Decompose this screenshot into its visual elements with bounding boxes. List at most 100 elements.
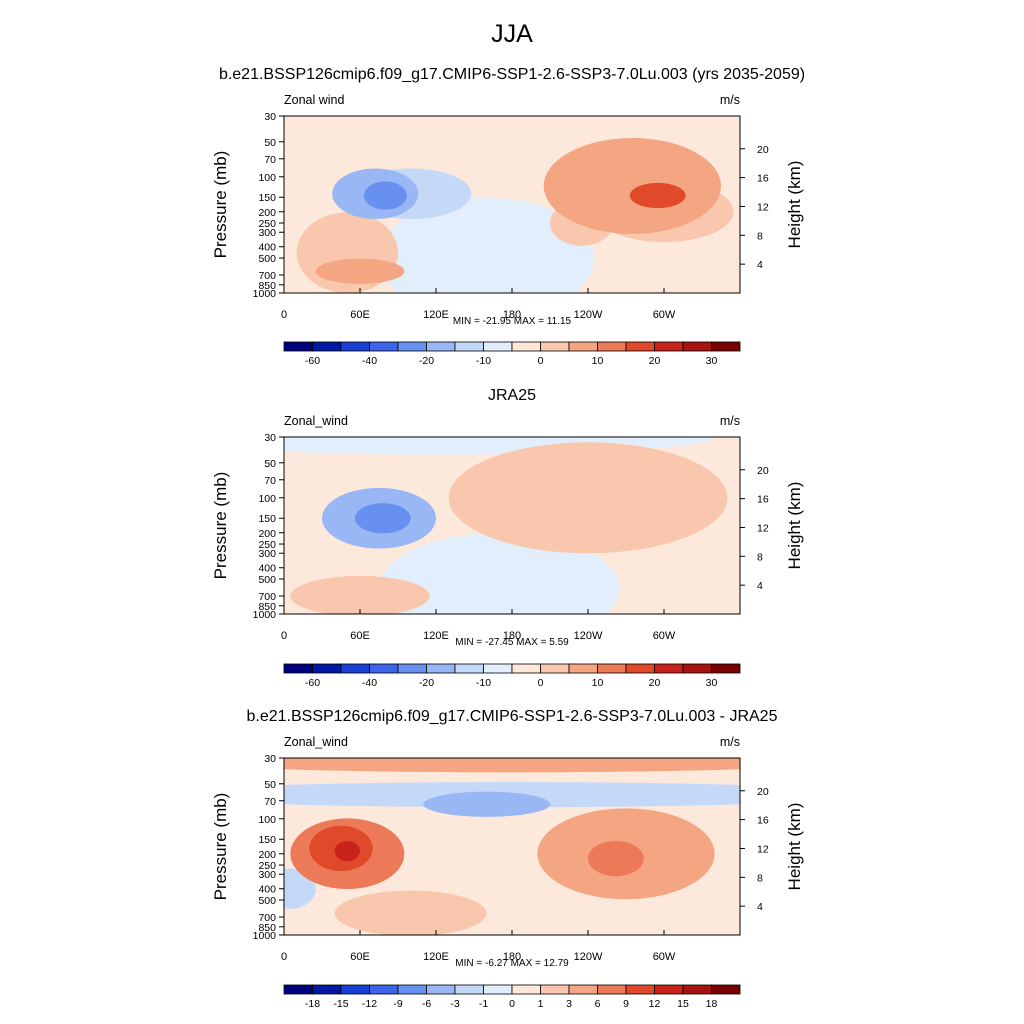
colorbar-swatch [540,984,570,995]
height-tick-label: 20 [757,786,769,798]
westerly-contour [334,890,487,935]
colorbar-label: -12 [362,998,377,1010]
colorbar-swatch [369,984,399,995]
colorbar-label: 10 [592,355,604,367]
colorbar-label: -18 [305,998,320,1010]
westerly-contour [284,758,740,773]
y-axis-title: Pressure (mb) [211,151,230,259]
x-tick-label: 60W [653,309,676,321]
y-tick-label: 30 [264,111,276,123]
y-tick-label: 500 [258,574,276,586]
field-label: Zonal_wind [284,414,348,428]
colorbar-label: 9 [623,998,629,1010]
y-tick-label: 850 [258,601,276,613]
y-tick-label: 150 [258,834,276,846]
y-tick-label: 250 [258,218,276,230]
colorbar-swatch [625,663,655,674]
colorbar-label: 0 [538,677,544,689]
y-tick-label: 300 [258,548,276,560]
main-title: JJA [491,20,533,48]
y-tick-label: 50 [264,137,276,149]
colorbar-swatch [454,984,484,995]
colorbar-swatch [283,663,313,674]
colorbar-swatch [283,341,313,352]
colorbar-label: -40 [362,677,377,689]
y-tick-label: 70 [264,154,276,166]
panel-3: b.e21.BSSP126cmip6.f09_g17.CMIP6-SSP1-2.… [211,708,804,1010]
colorbar-swatch [511,663,541,674]
height-tick-label: 16 [757,815,769,827]
colorbar-swatch [654,984,684,995]
y-tick-label: 70 [264,796,276,808]
height-tick-label: 12 [757,201,769,213]
colorbar-label: -1 [479,998,488,1010]
colorbar-swatch [540,341,570,352]
x-tick-label: 180 [503,630,521,642]
colorbar-swatch [625,341,655,352]
colorbar-swatch [597,984,627,995]
x-tick-label: 0 [281,951,287,963]
colorbar-swatch [312,663,342,674]
contour-field [284,758,740,935]
height-tick-label: 4 [757,580,763,592]
y-tick-label: 1000 [253,609,277,621]
y-tick-label: 100 [258,493,276,505]
colorbar: -60 -40 -20 -10 0 10 20 30 [283,341,741,367]
y-tick-label: 300 [258,869,276,881]
y-tick-label: 1000 [253,930,277,942]
y-tick-label: 250 [258,860,276,872]
y-tick-label: 300 [258,227,276,239]
colorbar-swatch [340,984,370,995]
colorbar-swatch [682,984,712,995]
y2-axis-title: Height (km) [785,482,804,570]
westerly-contour [629,182,686,209]
field-label: Zonal_wind [284,735,348,749]
height-tick-label: 8 [757,551,763,563]
x-tick-label: 120E [423,951,449,963]
colorbar-swatch [397,984,427,995]
units-label: m/s [720,735,740,749]
x-tick-label: 60E [350,309,370,321]
colorbar-swatch [568,663,598,674]
panel-title: JRA25 [488,387,536,404]
y-tick-label: 700 [258,591,276,603]
y2-axis-title: Height (km) [785,161,804,249]
x-tick-label: 0 [281,309,287,321]
contour-field [284,116,740,293]
colorbar-swatch [511,341,541,352]
units-label: m/s [720,414,740,428]
height-tick-label: 4 [757,259,763,271]
colorbar-label: 30 [706,355,718,367]
x-tick-label: 180 [503,309,521,321]
colorbar-swatch [397,663,427,674]
colorbar-label: -10 [476,677,491,689]
field-label: Zonal wind [284,93,344,107]
easterly-contour [363,181,407,210]
colorbar-label: 6 [595,998,601,1010]
easterly-contour [423,791,550,817]
y-tick-label: 200 [258,207,276,219]
y-tick-label: 100 [258,172,276,184]
y2-axis-title: Height (km) [785,803,804,891]
colorbar-swatch [711,341,741,352]
x-tick-label: 60E [350,630,370,642]
x-tick-label: 120W [574,951,603,963]
x-tick-label: 180 [503,951,521,963]
height-tick-label: 8 [757,230,763,242]
colorbar-label: -60 [305,355,320,367]
colorbar-label: 10 [592,677,604,689]
westerly-contour [588,840,644,877]
x-tick-label: 120E [423,309,449,321]
y-tick-label: 400 [258,884,276,896]
colorbar-label: -10 [476,355,491,367]
colorbar-label: -6 [422,998,431,1010]
x-tick-label: 120W [574,630,603,642]
westerly-contour [315,258,405,284]
y-tick-label: 700 [258,912,276,924]
y-tick-label: 200 [258,849,276,861]
colorbar-swatch [483,663,513,674]
y-tick-label: 30 [264,753,276,765]
colorbar-swatch [283,984,313,995]
